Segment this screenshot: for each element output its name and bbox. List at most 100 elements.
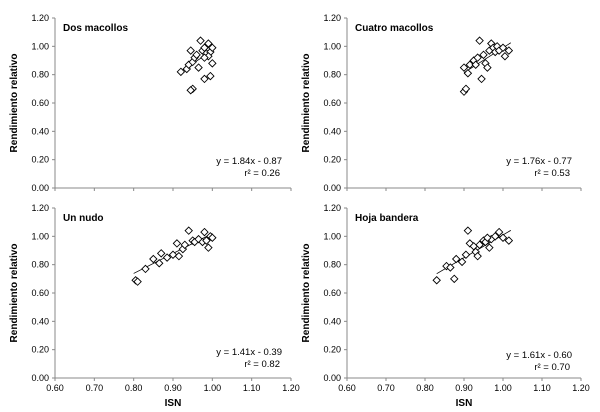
- data-point: [200, 74, 209, 84]
- scatter-panel-1: 0.00 0.20 0.40 0.60 0.80 1.00 1.20 Rendimiento …: [9, 13, 292, 193]
- data-point: [192, 50, 201, 60]
- x-tick-label: 0.90: [164, 383, 182, 393]
- regression-equation: y = 1.41x - 0.39: [216, 347, 282, 358]
- data-point: [494, 227, 504, 237]
- data-point: [461, 250, 471, 259]
- x-tick-label: 1.10: [243, 383, 261, 393]
- y-tick-label: 0.40: [323, 316, 341, 326]
- r-squared-label: r² = 0.70: [534, 362, 570, 373]
- r-squared-label: r² = 0.26: [244, 168, 280, 179]
- scatter-panel-4: 0.00 0.20 0.40 0.60 0.80 1.00 1.20 0.60 0.70 0.80…: [301, 203, 590, 409]
- y-tick-label: 0.60: [323, 288, 341, 298]
- y-axis-label: Rendimiento relativo: [9, 244, 20, 343]
- data-point: [463, 69, 473, 78]
- data-point: [461, 84, 471, 94]
- panel-title: Dos macollos: [63, 23, 128, 34]
- data-point: [194, 63, 203, 72]
- x-tick-label: 0.60: [338, 383, 356, 393]
- data-point: [475, 240, 484, 250]
- data-point: [176, 67, 186, 77]
- data-point: [504, 236, 514, 245]
- r-squared-label: r² = 0.53: [534, 168, 570, 179]
- data-point: [149, 254, 158, 264]
- data-point: [168, 250, 178, 259]
- y-tick-label: 1.20: [323, 13, 341, 23]
- y-tick-label: 0.60: [31, 98, 49, 108]
- x-tick-label: 0.70: [377, 383, 395, 393]
- panel-title: Hoja bandera: [355, 213, 419, 224]
- x-tick-label: 0.90: [455, 383, 473, 393]
- y-tick-label: 0.00: [323, 373, 341, 383]
- data-point: [479, 50, 488, 60]
- y-tick-label: 0.80: [323, 70, 341, 80]
- data-point: [473, 251, 482, 261]
- data-point: [200, 53, 209, 62]
- y-tick-label: 0.60: [31, 288, 49, 298]
- data-point: [432, 276, 441, 285]
- data-point: [204, 39, 213, 48]
- data-point: [200, 227, 209, 237]
- y-tick-label: 0.80: [31, 260, 49, 270]
- data-point: [206, 71, 215, 81]
- y-tick-label: 0.00: [323, 183, 341, 193]
- data-point: [202, 236, 211, 245]
- panel-title: Un nudo: [63, 213, 104, 224]
- data-point: [196, 36, 205, 45]
- data-point: [154, 259, 164, 268]
- data-point: [162, 253, 172, 262]
- y-tick-label: 0.60: [323, 98, 341, 108]
- x-tick-label: 0.70: [86, 383, 104, 393]
- y-tick-label: 1.00: [31, 41, 49, 51]
- data-point: [483, 233, 492, 242]
- data-point: [446, 263, 455, 272]
- y-tick-label: 0.80: [31, 70, 49, 80]
- y-tick-label: 1.00: [323, 231, 341, 241]
- data-point: [186, 46, 195, 55]
- data-point: [133, 277, 142, 286]
- y-tick-label: 0.40: [323, 126, 341, 136]
- y-tick-label: 1.00: [31, 231, 49, 241]
- data-point: [172, 239, 182, 248]
- x-tick-label: 1.00: [494, 383, 512, 393]
- x-tick-label: 0.80: [416, 383, 434, 393]
- y-tick-label: 0.80: [323, 260, 341, 270]
- x-axis-label: ISN: [456, 398, 473, 409]
- regression-equation: y = 1.61x - 0.60: [506, 350, 572, 361]
- data-point: [475, 36, 484, 45]
- y-tick-label: 0.20: [31, 345, 49, 355]
- y-tick-label: 1.20: [31, 13, 49, 23]
- data-point: [465, 239, 475, 248]
- x-tick-label: 0.80: [125, 383, 143, 393]
- data-point: [498, 43, 508, 52]
- data-point: [485, 243, 494, 252]
- x-tick-label: 1.00: [204, 383, 222, 393]
- data-point: [184, 226, 193, 235]
- data-point: [463, 226, 473, 235]
- y-axis-label: Rendimiento relativo: [301, 244, 312, 343]
- data-point: [500, 52, 510, 61]
- data-point: [471, 60, 480, 69]
- data-point: [208, 233, 217, 242]
- x-tick-label: 1.10: [533, 383, 551, 393]
- data-point: [180, 240, 190, 250]
- data-point: [457, 257, 467, 267]
- data-point: [477, 74, 486, 84]
- data-point: [473, 53, 482, 62]
- data-point: [504, 46, 514, 55]
- x-tick-label: 1.20: [282, 383, 300, 393]
- data-point: [483, 63, 492, 72]
- y-axis-label: Rendimiento relativo: [9, 54, 20, 153]
- scatter-panel-2: 0.00 0.20 0.40 0.60 0.80 1.00 1.20 Rendimiento …: [301, 13, 582, 193]
- y-axis-label: Rendimiento relativo: [301, 54, 312, 153]
- regression-equation: y = 1.84x - 0.87: [216, 156, 282, 167]
- y-tick-label: 0.40: [31, 316, 49, 326]
- data-point: [208, 43, 217, 52]
- x-tick-label: 0.60: [46, 383, 64, 393]
- panel-title: Cuatro macollos: [355, 23, 434, 34]
- data-point: [156, 249, 166, 258]
- y-tick-label: 0.00: [31, 373, 49, 383]
- data-point: [208, 59, 217, 68]
- data-point: [450, 274, 459, 284]
- data-point: [459, 63, 469, 72]
- y-tick-label: 0.40: [31, 126, 49, 136]
